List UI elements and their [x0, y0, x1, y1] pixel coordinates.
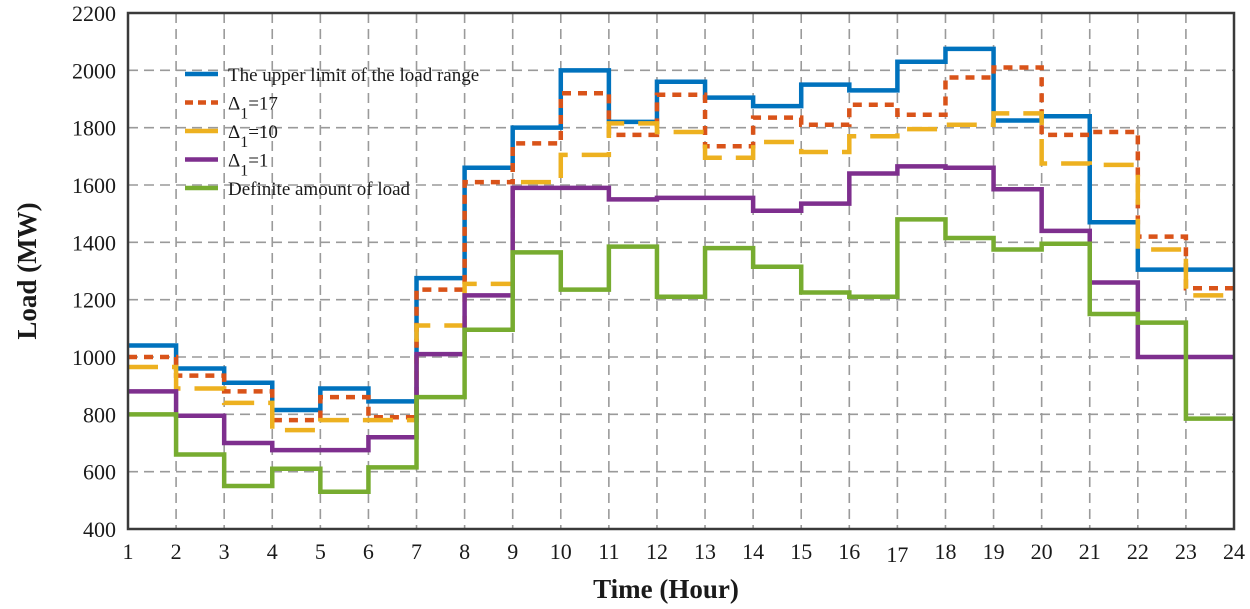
y-tick-label: 1400: [72, 230, 116, 255]
y-tick-label: 1600: [72, 173, 116, 198]
x-tick-label: 24: [1223, 539, 1245, 564]
x-tick-label: 18: [934, 539, 956, 564]
x-tick-label: 21: [1079, 539, 1101, 564]
y-tick-label: 800: [83, 402, 116, 427]
x-tick-label: 14: [742, 539, 764, 564]
x-tick-label: 6: [363, 539, 374, 564]
plot-frame: [126, 11, 1236, 531]
x-tick-label: 2: [171, 539, 182, 564]
x-tick-label: 13: [694, 539, 716, 564]
series-group: [128, 46, 1234, 494]
y-axis-ticks: 400 600 800 1000 1200 1400 1600 1800 2000 2200: [72, 1, 116, 542]
x-axis-title: Time (Hour): [593, 574, 739, 604]
y-tick-label: 600: [83, 460, 116, 485]
x-tick-label: 8: [459, 539, 470, 564]
x-tick-label: 19: [983, 539, 1005, 564]
x-tick-label: 3: [219, 539, 230, 564]
x-tick-label: 17: [886, 542, 908, 567]
y-axis-title: Load (MW): [12, 202, 42, 339]
x-tick-label: 16: [838, 539, 860, 564]
legend: The upper limit of the load rangeΔ1=17Δ1…: [185, 65, 479, 200]
x-tick-label: 20: [1031, 539, 1053, 564]
x-tick-label: 9: [507, 539, 518, 564]
y-tick-label: 400: [83, 517, 116, 542]
y-tick-label: 1000: [72, 345, 116, 370]
series-line-1: [128, 65, 1234, 423]
legend-label: Δ1=10: [228, 122, 278, 151]
y-tick-label: 2200: [72, 1, 116, 26]
series-line-2: [128, 111, 1234, 433]
legend-label: Δ1=1: [228, 151, 268, 180]
x-tick-label: 5: [315, 539, 326, 564]
y-tick-label: 1200: [72, 288, 116, 313]
legend-label: The upper limit of the load range: [228, 65, 479, 86]
x-tick-label: 11: [598, 539, 619, 564]
series-line-3: [128, 164, 1234, 453]
x-tick-label: 7: [411, 539, 422, 564]
x-tick-label: 15: [790, 539, 812, 564]
legend-label: Definite amount of load: [228, 179, 411, 200]
x-tick-label: 10: [550, 539, 572, 564]
y-tick-label: 2000: [72, 58, 116, 83]
legend-label: Δ1=17: [228, 94, 278, 123]
series-line-4: [128, 217, 1234, 494]
x-tick-label: 1: [123, 539, 134, 564]
y-tick-label: 1800: [72, 116, 116, 141]
x-tick-label: 4: [267, 539, 278, 564]
x-axis-ticks: 1 2 3 4 5 6 7 8 9 10 11 12 13 14 15 16 17 18 19 20 21 22 23 24: [123, 539, 1246, 567]
x-tick-label: 12: [646, 539, 668, 564]
x-tick-label: 23: [1175, 539, 1197, 564]
x-tick-label: 22: [1127, 539, 1149, 564]
